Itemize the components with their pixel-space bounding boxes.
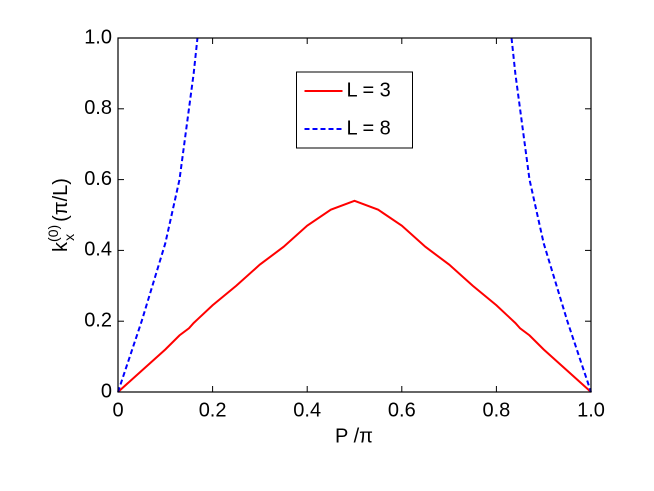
y-tick-label: 0.6 — [84, 168, 112, 190]
legend-label: L = 3 — [347, 79, 391, 101]
y-tick-label: 0 — [101, 380, 112, 402]
x-axis-label: P /π — [335, 425, 373, 447]
y-tick-label: 0.8 — [84, 97, 112, 119]
x-tick-label: 0 — [112, 399, 123, 421]
series-line — [117, 37, 592, 393]
x-tick-label: 0.6 — [388, 399, 416, 421]
plot-frame — [117, 37, 592, 393]
x-tick-label: 0.8 — [482, 399, 510, 421]
y-tick-label: 1.0 — [84, 26, 112, 48]
x-tick-label: 1.0 — [577, 399, 605, 421]
y-tick-label: 0.2 — [84, 309, 112, 331]
legend-box — [296, 71, 413, 149]
y-label-base: k — [50, 241, 72, 252]
legend-label: L = 8 — [347, 117, 391, 139]
x-tick-label: 0.2 — [199, 399, 227, 421]
y-axis-label: k(0)x (π/L) — [45, 178, 77, 252]
y-label-superscript: (0) — [45, 225, 61, 242]
y-tick-label: 0.4 — [84, 239, 112, 261]
series-line — [117, 199, 592, 393]
x-tick-label: 0.4 — [293, 399, 321, 421]
y-label-suffix: (π/L) — [50, 178, 72, 222]
y-label-subscript: x — [61, 234, 77, 241]
